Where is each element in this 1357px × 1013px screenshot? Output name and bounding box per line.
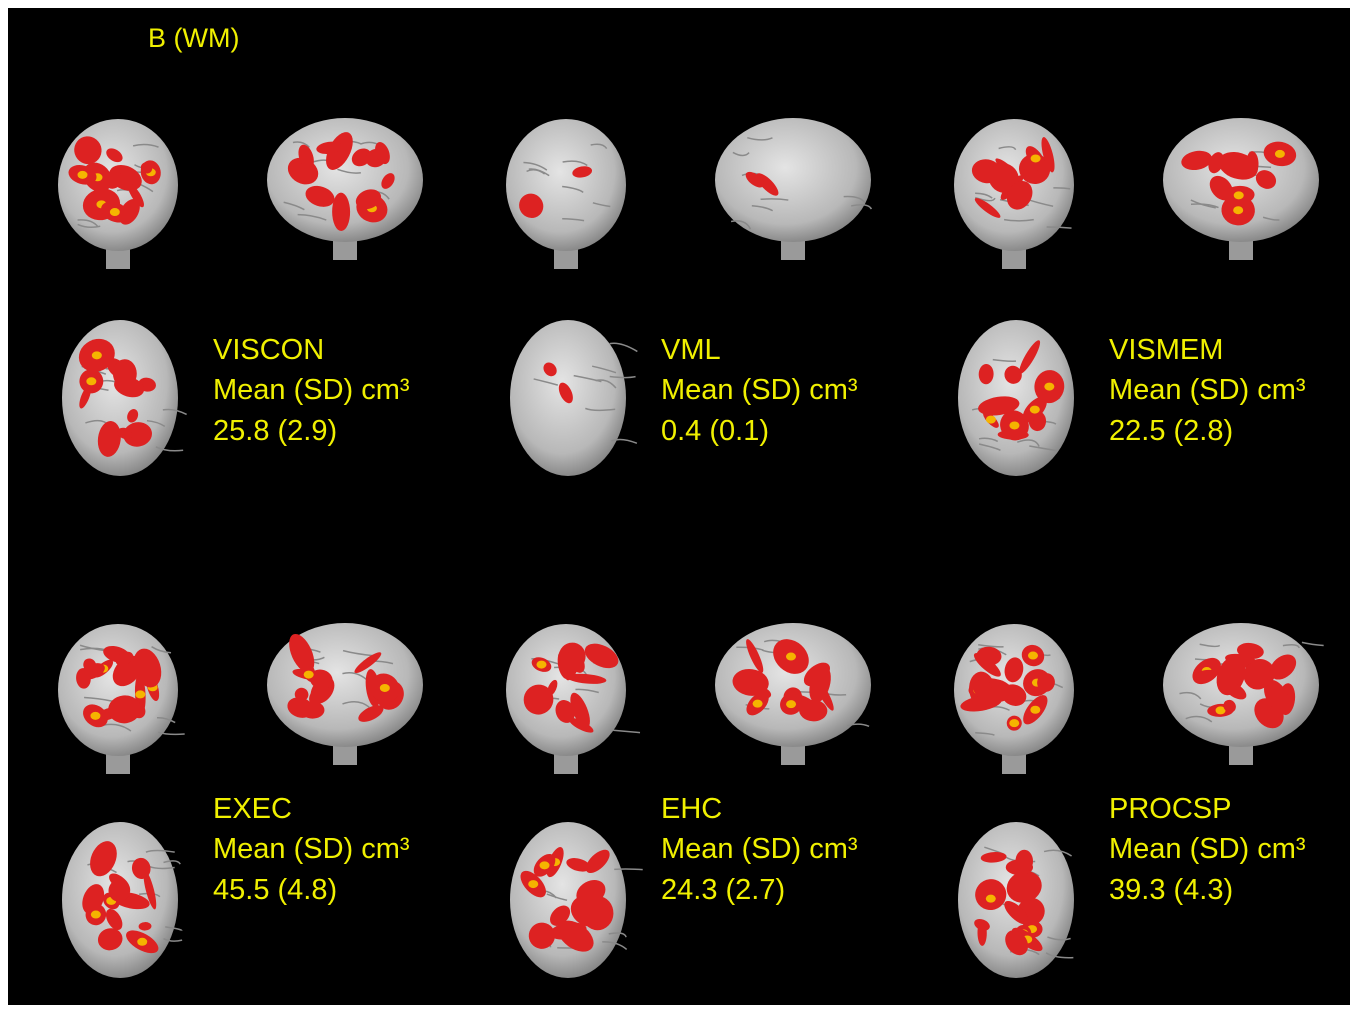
activation-peak: [986, 895, 996, 903]
activation-peak: [380, 684, 390, 692]
figure: B (WM) VISCON Mean (SD) cm³ 25.8 (2.9) VML M…: [0, 0, 1357, 1013]
activation-peak: [90, 712, 100, 720]
activation-peak: [135, 690, 145, 698]
activation-peak: [1030, 706, 1040, 714]
activation-peak: [536, 661, 546, 669]
activation-peak: [1030, 406, 1040, 414]
panel-value: 25.8 (2.9): [213, 415, 337, 447]
activation-peak: [1009, 719, 1019, 727]
activation-peak: [137, 938, 147, 946]
panel-label: VISCON: [213, 334, 324, 366]
brain-view: [62, 320, 178, 476]
activation-peak: [786, 653, 796, 661]
activation-peak: [304, 671, 314, 679]
brain-view: [506, 624, 626, 756]
activation-peak: [1233, 206, 1243, 214]
brain-view: [715, 118, 871, 242]
brain-view: [510, 822, 626, 978]
panel-value: 39.3 (4.3): [1109, 874, 1233, 906]
panel-measure: Mean (SD) cm³: [1109, 374, 1306, 406]
brain-view: [506, 119, 626, 251]
panel-measure: Mean (SD) cm³: [1109, 833, 1306, 865]
panel-label: PROCSP: [1109, 793, 1231, 825]
panel-value: 45.5 (4.8): [213, 874, 337, 906]
panel-value: 0.4 (0.1): [661, 415, 769, 447]
activation-peak: [1031, 154, 1041, 162]
activation-peak: [1234, 191, 1244, 199]
activation-peak: [1028, 652, 1038, 660]
panel-label: VISMEM: [1109, 334, 1223, 366]
activation-peak: [986, 416, 996, 424]
page: B (WM) VISCON Mean (SD) cm³ 25.8 (2.9) VML M…: [0, 0, 1357, 1013]
panel-measure: Mean (SD) cm³: [661, 374, 858, 406]
activation-peak: [78, 171, 88, 179]
panel-label: VML: [661, 334, 721, 366]
activation-peak: [540, 861, 550, 869]
brain-view: [58, 624, 178, 756]
activation-peak: [528, 880, 538, 888]
panel-measure: Mean (SD) cm³: [213, 833, 410, 865]
panel-measure: Mean (SD) cm³: [213, 374, 410, 406]
activation-peak: [1044, 383, 1054, 391]
activation-peak: [92, 351, 102, 359]
activation-peak: [110, 208, 120, 216]
panel-value: 22.5 (2.8): [1109, 415, 1233, 447]
activation-peak: [1009, 421, 1019, 429]
activation-peak: [786, 700, 796, 708]
activation-peak: [753, 700, 763, 708]
activation-peak: [86, 377, 96, 385]
panel-label: EXEC: [213, 793, 292, 825]
panel-label: EHC: [661, 793, 722, 825]
activation-peak: [91, 911, 101, 919]
sulcus: [614, 869, 642, 870]
activation-peak: [1275, 150, 1285, 158]
panel-measure: Mean (SD) cm³: [661, 833, 858, 865]
panel-title: B (WM): [148, 23, 239, 53]
panel-value: 24.3 (2.7): [661, 874, 785, 906]
